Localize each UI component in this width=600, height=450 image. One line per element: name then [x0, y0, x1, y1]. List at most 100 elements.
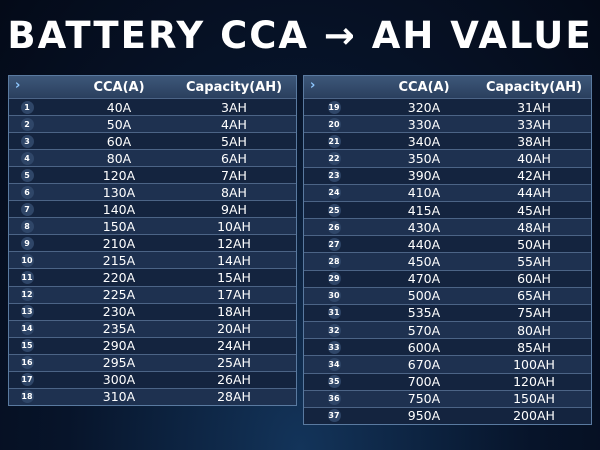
- row-number: 2: [20, 117, 34, 131]
- table-cell: 500A: [407, 288, 441, 304]
- table-cell: 9AH: [221, 201, 247, 217]
- row-number-cell: 13: [9, 304, 45, 320]
- table-cell: 25AH: [217, 355, 251, 371]
- table-row: 29 470A 60AH: [304, 269, 591, 287]
- table-row: 21 340A 38AH: [304, 132, 591, 150]
- table-cell: 8AH: [221, 184, 247, 200]
- row-number: 34: [327, 357, 341, 371]
- table-cell: 3AH: [221, 99, 247, 115]
- row-number: 19: [327, 100, 341, 114]
- row-number-cell: 37: [304, 408, 364, 424]
- table-cell: 535A: [407, 305, 441, 321]
- table-cell: 290A: [102, 338, 136, 354]
- table-cell: 80A: [106, 150, 132, 166]
- row-number: 5: [20, 168, 34, 182]
- table-cell: 320A: [407, 99, 441, 115]
- table-cell: 670A: [407, 356, 441, 372]
- table-cell: 5AH: [221, 133, 247, 149]
- table-cell: 65AH: [517, 288, 551, 304]
- row-number-cell: 9: [9, 235, 45, 251]
- table-row: 11 220A 15AH: [9, 268, 296, 286]
- table-row: 10 215A 14AH: [9, 251, 296, 269]
- row-number-cell: 24: [304, 185, 364, 201]
- row-number-cell: 11: [9, 269, 45, 285]
- table-cell: 120A: [102, 167, 136, 183]
- table-cell: 415A: [407, 202, 441, 218]
- header-cell: CCA(A): [93, 79, 145, 95]
- row-number-cell: 14: [9, 321, 45, 337]
- row-number: 17: [20, 373, 34, 387]
- table-row: 24 410A 44AH: [304, 183, 591, 201]
- row-number-cell: 30: [304, 288, 364, 304]
- row-number-cell: 10: [9, 252, 45, 268]
- header-cell: Capacity(AH): [485, 79, 583, 95]
- row-number-cell: 21: [304, 133, 364, 149]
- row-number: 9: [20, 236, 34, 250]
- table-cell: 31AH: [517, 99, 551, 115]
- arrow-icon: ›: [310, 78, 316, 93]
- table: › CCA(A) Capacity(AH) 1 40A 3AH 2 50A 4AH 3 60A 5AH…: [8, 75, 297, 406]
- table-row: 22 350A 40AH: [304, 149, 591, 167]
- row-number: 32: [327, 323, 341, 337]
- table-row: 8 150A 10AH: [9, 217, 296, 235]
- table-row: 30 500A 65AH: [304, 286, 591, 304]
- row-number-cell: 1: [9, 99, 45, 115]
- row-number: 10: [20, 253, 34, 267]
- row-number: 15: [20, 339, 34, 353]
- row-number: 36: [327, 392, 341, 406]
- table: › CCA(A) Capacity(AH) 19 320A 31AH 20 330A 33AH 2…: [303, 75, 592, 425]
- row-number: 37: [327, 409, 341, 423]
- row-number-cell: 5: [9, 167, 45, 183]
- row-number-cell: 3: [9, 133, 45, 149]
- table-cell: 750A: [407, 391, 441, 407]
- header-cell: CCA(A): [398, 79, 450, 95]
- table-cell: 330A: [407, 116, 441, 132]
- table-row: 5 120A 7AH: [9, 166, 296, 184]
- table-row: 34 670A 100AH: [304, 355, 591, 373]
- table-row: 13 230A 18AH: [9, 302, 296, 320]
- row-number: 11: [20, 270, 34, 284]
- row-number-cell: 18: [9, 389, 45, 405]
- row-number: 25: [327, 203, 341, 217]
- table-cell: 17AH: [217, 287, 251, 303]
- table-row: 12 225A 17AH: [9, 285, 296, 303]
- table-cell: 295A: [102, 355, 136, 371]
- table-row: 25 415A 45AH: [304, 200, 591, 219]
- table-cell: 18AH: [217, 304, 251, 320]
- table-cell: 14AH: [217, 252, 251, 268]
- table-cell: 24AH: [217, 338, 251, 354]
- row-number-cell: 7: [9, 201, 45, 217]
- row-number: 6: [20, 185, 34, 199]
- row-number-cell: 28: [304, 253, 364, 269]
- row-number: 16: [20, 356, 34, 370]
- table-row: 20 330A 33AH: [304, 115, 591, 133]
- row-number-cell: 36: [304, 391, 364, 407]
- table-cell: 220A: [102, 269, 136, 285]
- table-cell: 42AH: [517, 168, 551, 184]
- table-cell: 75AH: [517, 305, 551, 321]
- row-number-cell: 16: [9, 355, 45, 371]
- table-cell: 430A: [407, 219, 441, 235]
- table-row: 4 80A 6AH: [9, 149, 296, 167]
- table-row: 16 295A 25AH: [9, 353, 296, 371]
- arrow-icon: ›: [15, 78, 21, 93]
- row-number: 20: [327, 117, 341, 131]
- row-number-cell: 26: [304, 219, 364, 235]
- table-cell: 150A: [102, 218, 136, 234]
- row-number: 22: [327, 152, 341, 166]
- table-cell: 120AH: [513, 374, 555, 390]
- table-row: 18 310A 28AH: [9, 387, 296, 405]
- table-cell: 6AH: [221, 150, 247, 166]
- row-number: 31: [327, 306, 341, 320]
- table-row: 17 300A 26AH: [9, 370, 296, 388]
- table-cell: 230A: [102, 304, 136, 320]
- row-number: 18: [20, 390, 34, 404]
- row-number: 14: [20, 322, 34, 336]
- row-number-cell: 22: [304, 150, 364, 166]
- table-cell: 60A: [106, 133, 132, 149]
- row-number-cell: 29: [304, 271, 364, 287]
- table-row: 36 750A 150AH: [304, 389, 591, 407]
- table-cell: 55AH: [517, 253, 551, 269]
- table-cell: 600A: [407, 339, 441, 355]
- table-cell: 235A: [102, 321, 136, 337]
